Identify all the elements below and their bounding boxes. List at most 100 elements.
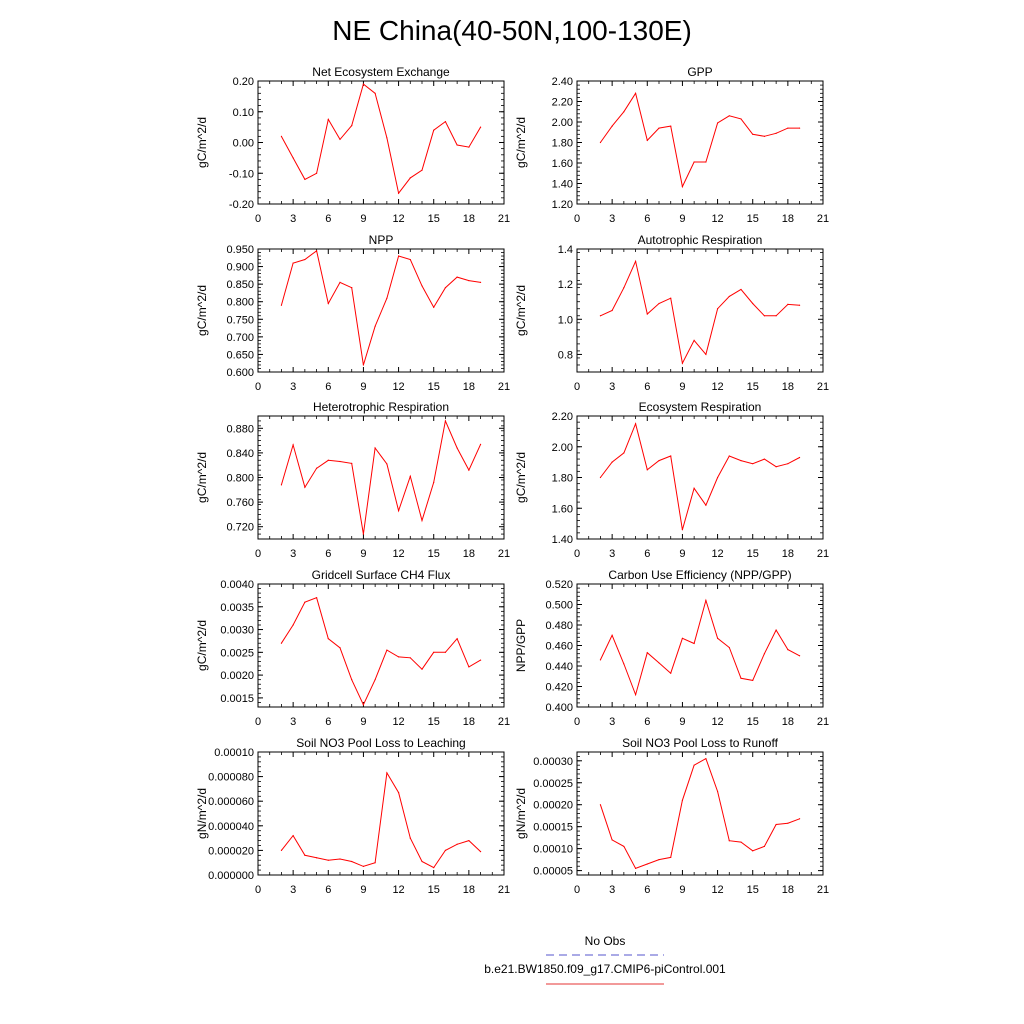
panel-gridcell-surface-ch4-flux-data-point bbox=[421, 668, 423, 670]
panel-soil-no3-pool-loss-to-runoff-series-line bbox=[599, 757, 800, 870]
panel-autotrophic-respiration-data-point bbox=[752, 302, 754, 305]
panel-gridcell-surface-ch4-flux-data-point bbox=[479, 659, 482, 661]
panel-npp-xtick-label: 15 bbox=[428, 381, 440, 393]
panel-gridcell-surface-ch4-flux-data-point bbox=[397, 656, 400, 658]
panel-gpp-ytick-label: 1.80 bbox=[552, 138, 573, 150]
panel-soil-no3-pool-loss-to-runoff-data-point bbox=[798, 818, 801, 820]
panel-autotrophic-respiration-ytick-label: 1.4 bbox=[558, 244, 573, 256]
panel-autotrophic-respiration-data-point bbox=[716, 308, 719, 310]
panel-soil-no3-pool-loss-to-leaching-data-point bbox=[304, 854, 306, 856]
panel-gpp-data-point bbox=[716, 122, 719, 124]
panel-npp-data-point bbox=[479, 281, 482, 283]
panel-heterotrophic-respiration-ytick-label: 0.720 bbox=[226, 522, 254, 534]
panel-soil-no3-pool-loss-to-runoff-data-point bbox=[599, 804, 602, 806]
panel-gpp-xtick-label: 6 bbox=[644, 213, 650, 225]
panel-net-ecosystem-exchange-data-point bbox=[433, 129, 435, 131]
panel-soil-no3-pool-loss-to-runoff-data-point bbox=[646, 863, 648, 865]
panel-heterotrophic-respiration-xtick-label: 6 bbox=[325, 548, 331, 560]
panel-soil-no3-pool-loss-to-runoff: Soil NO3 Pool Loss to Runoff gN/m^2/d 0 3 6 9… bbox=[514, 736, 829, 896]
panel-net-ecosystem-exchange-data-point bbox=[292, 157, 294, 159]
panel-gpp-data-point bbox=[611, 125, 613, 127]
panel-net-ecosystem-exchange-title: Net Ecosystem Exchange bbox=[312, 65, 450, 79]
panel-net-ecosystem-exchange-data-point bbox=[479, 126, 482, 128]
panel-heterotrophic-respiration-xtick-label: 15 bbox=[428, 548, 440, 560]
panel-heterotrophic-respiration-xtick-label: 12 bbox=[392, 548, 404, 560]
panel-gridcell-surface-ch4-flux-xtick-label: 15 bbox=[428, 716, 440, 728]
panel-ecosystem-respiration-xtick-label: 3 bbox=[609, 548, 615, 560]
panel-net-ecosystem-exchange-ytick-label: 0.20 bbox=[233, 76, 254, 88]
panel-heterotrophic-respiration-ytick-label: 0.880 bbox=[226, 423, 254, 435]
panel-carbon-use-efficiency-npp-gpp-data-point bbox=[646, 652, 648, 654]
panel-ecosystem-respiration-ytick-label: 2.00 bbox=[552, 442, 573, 454]
panel-gpp-ytick-label: 1.40 bbox=[552, 179, 573, 191]
panel-npp-data-point bbox=[351, 287, 353, 289]
panel-carbon-use-efficiency-npp-gpp-ytick-label: 0.480 bbox=[545, 620, 573, 632]
panel-heterotrophic-respiration-data-point bbox=[433, 481, 435, 484]
panel-npp-data-point bbox=[421, 285, 423, 287]
panel-net-ecosystem-exchange-data-point bbox=[315, 172, 318, 174]
panels: Net Ecosystem Exchange gC/m^2/d 0 3 6 9 12 15 18… bbox=[195, 65, 829, 896]
panel-heterotrophic-respiration-series-line bbox=[280, 419, 482, 535]
panel-soil-no3-pool-loss-to-leaching-data-point bbox=[280, 849, 283, 852]
legend: No Obs b.e21.BW1850.f09_g17.CMIP6-piCont… bbox=[484, 934, 726, 985]
panel-soil-no3-pool-loss-to-runoff-data-point bbox=[681, 799, 684, 801]
panel-gridcell-surface-ch4-flux-data-point bbox=[351, 679, 353, 681]
panel-net-ecosystem-exchange-data-point bbox=[409, 177, 411, 179]
panel-soil-no3-pool-loss-to-leaching-ytick-label: 0.000040 bbox=[208, 821, 254, 833]
panel-carbon-use-efficiency-npp-gpp-data-point bbox=[787, 649, 789, 651]
panel-heterotrophic-respiration-data-point bbox=[468, 469, 470, 471]
panel-autotrophic-respiration-xtick-label: 6 bbox=[644, 381, 650, 393]
panel-carbon-use-efficiency-npp-gpp-ytick-label: 0.460 bbox=[545, 641, 573, 653]
panel-autotrophic-respiration-data-point bbox=[775, 315, 777, 317]
panel-carbon-use-efficiency-npp-gpp-series-line bbox=[599, 598, 800, 697]
panel-gpp-data-point bbox=[634, 92, 637, 94]
panel-ecosystem-respiration-data-point bbox=[763, 458, 766, 460]
panel-net-ecosystem-exchange: Net Ecosystem Exchange gC/m^2/d 0 3 6 9 12 15 18… bbox=[195, 65, 510, 225]
panel-gpp-xtick-label: 21 bbox=[817, 213, 829, 225]
panel-gpp-data-point bbox=[763, 135, 766, 137]
panel-carbon-use-efficiency-npp-gpp-data-point bbox=[670, 672, 672, 674]
panel-soil-no3-pool-loss-to-leaching-data-point bbox=[468, 839, 470, 842]
panel-carbon-use-efficiency-npp-gpp-data-point bbox=[599, 659, 602, 661]
panel-net-ecosystem-exchange-data-point bbox=[280, 135, 283, 137]
panel-carbon-use-efficiency-npp-gpp-data-point bbox=[716, 637, 719, 639]
panel-heterotrophic-respiration-ylabel: gC/m^2/d bbox=[195, 452, 209, 503]
panel-soil-no3-pool-loss-to-leaching-data-point bbox=[444, 849, 447, 852]
panel-gpp-xtick-label: 15 bbox=[747, 213, 759, 225]
panel-autotrophic-respiration-data-point bbox=[670, 297, 672, 299]
panel-soil-no3-pool-loss-to-leaching-series-line bbox=[281, 771, 481, 869]
panel-heterotrophic-respiration-data-point bbox=[444, 420, 447, 422]
panel-gpp-ytick-label: 2.20 bbox=[552, 97, 573, 109]
panel-soil-no3-pool-loss-to-leaching-data-point bbox=[362, 865, 365, 867]
panel-soil-no3-pool-loss-to-runoff-ytick-label: 0.00010 bbox=[533, 844, 573, 856]
panel-npp-xtick-label: 12 bbox=[392, 381, 404, 393]
panel-soil-no3-pool-loss-to-runoff-data-point bbox=[634, 867, 637, 870]
panel-net-ecosystem-exchange-series-line bbox=[280, 83, 482, 195]
panel-heterotrophic-respiration-data-point bbox=[327, 459, 329, 461]
panel-soil-no3-pool-loss-to-leaching: Soil NO3 Pool Loss to Leaching gN/m^2/d 0 3… bbox=[195, 736, 510, 896]
panel-ecosystem-respiration-series-line bbox=[600, 422, 800, 530]
panel-autotrophic-respiration-ytick-label: 1.0 bbox=[558, 314, 573, 326]
panel-soil-no3-pool-loss-to-runoff-data-point bbox=[752, 850, 754, 852]
panel-heterotrophic-respiration-xtick-label: 21 bbox=[498, 548, 510, 560]
panel-gridcell-surface-ch4-flux-xtick-label: 3 bbox=[290, 716, 296, 728]
panel-carbon-use-efficiency-npp-gpp-data-point bbox=[740, 677, 742, 679]
panel-npp-data-point bbox=[444, 287, 447, 289]
panel-gridcell-surface-ch4-flux-data-point bbox=[362, 704, 365, 706]
panel-carbon-use-efficiency-npp-gpp-data-point bbox=[763, 653, 766, 655]
panel-heterotrophic-respiration-frame bbox=[257, 415, 505, 540]
panel-soil-no3-pool-loss-to-leaching-xtick-label: 0 bbox=[255, 884, 261, 896]
panel-gpp-ytick-label: 2.00 bbox=[552, 117, 573, 129]
panel-ecosystem-respiration-title: Ecosystem Respiration bbox=[639, 400, 762, 414]
panel-soil-no3-pool-loss-to-runoff-data-point bbox=[787, 822, 789, 824]
panel-net-ecosystem-exchange-data-point bbox=[339, 138, 341, 141]
panel-ecosystem-respiration-data-point bbox=[740, 459, 742, 462]
panel-heterotrophic-respiration-data-point bbox=[292, 444, 294, 446]
panel-soil-no3-pool-loss-to-leaching-data-point bbox=[315, 857, 318, 859]
panel-gridcell-surface-ch4-flux-data-point bbox=[327, 638, 329, 640]
panel-net-ecosystem-exchange-xtick-label: 12 bbox=[392, 213, 404, 225]
panel-gridcell-surface-ch4-flux-data-point bbox=[409, 657, 411, 659]
panel-npp-data-point bbox=[386, 297, 388, 299]
panel-soil-no3-pool-loss-to-runoff-title: Soil NO3 Pool Loss to Runoff bbox=[622, 736, 779, 750]
panel-soil-no3-pool-loss-to-runoff-ytick-label: 0.00025 bbox=[533, 778, 573, 790]
